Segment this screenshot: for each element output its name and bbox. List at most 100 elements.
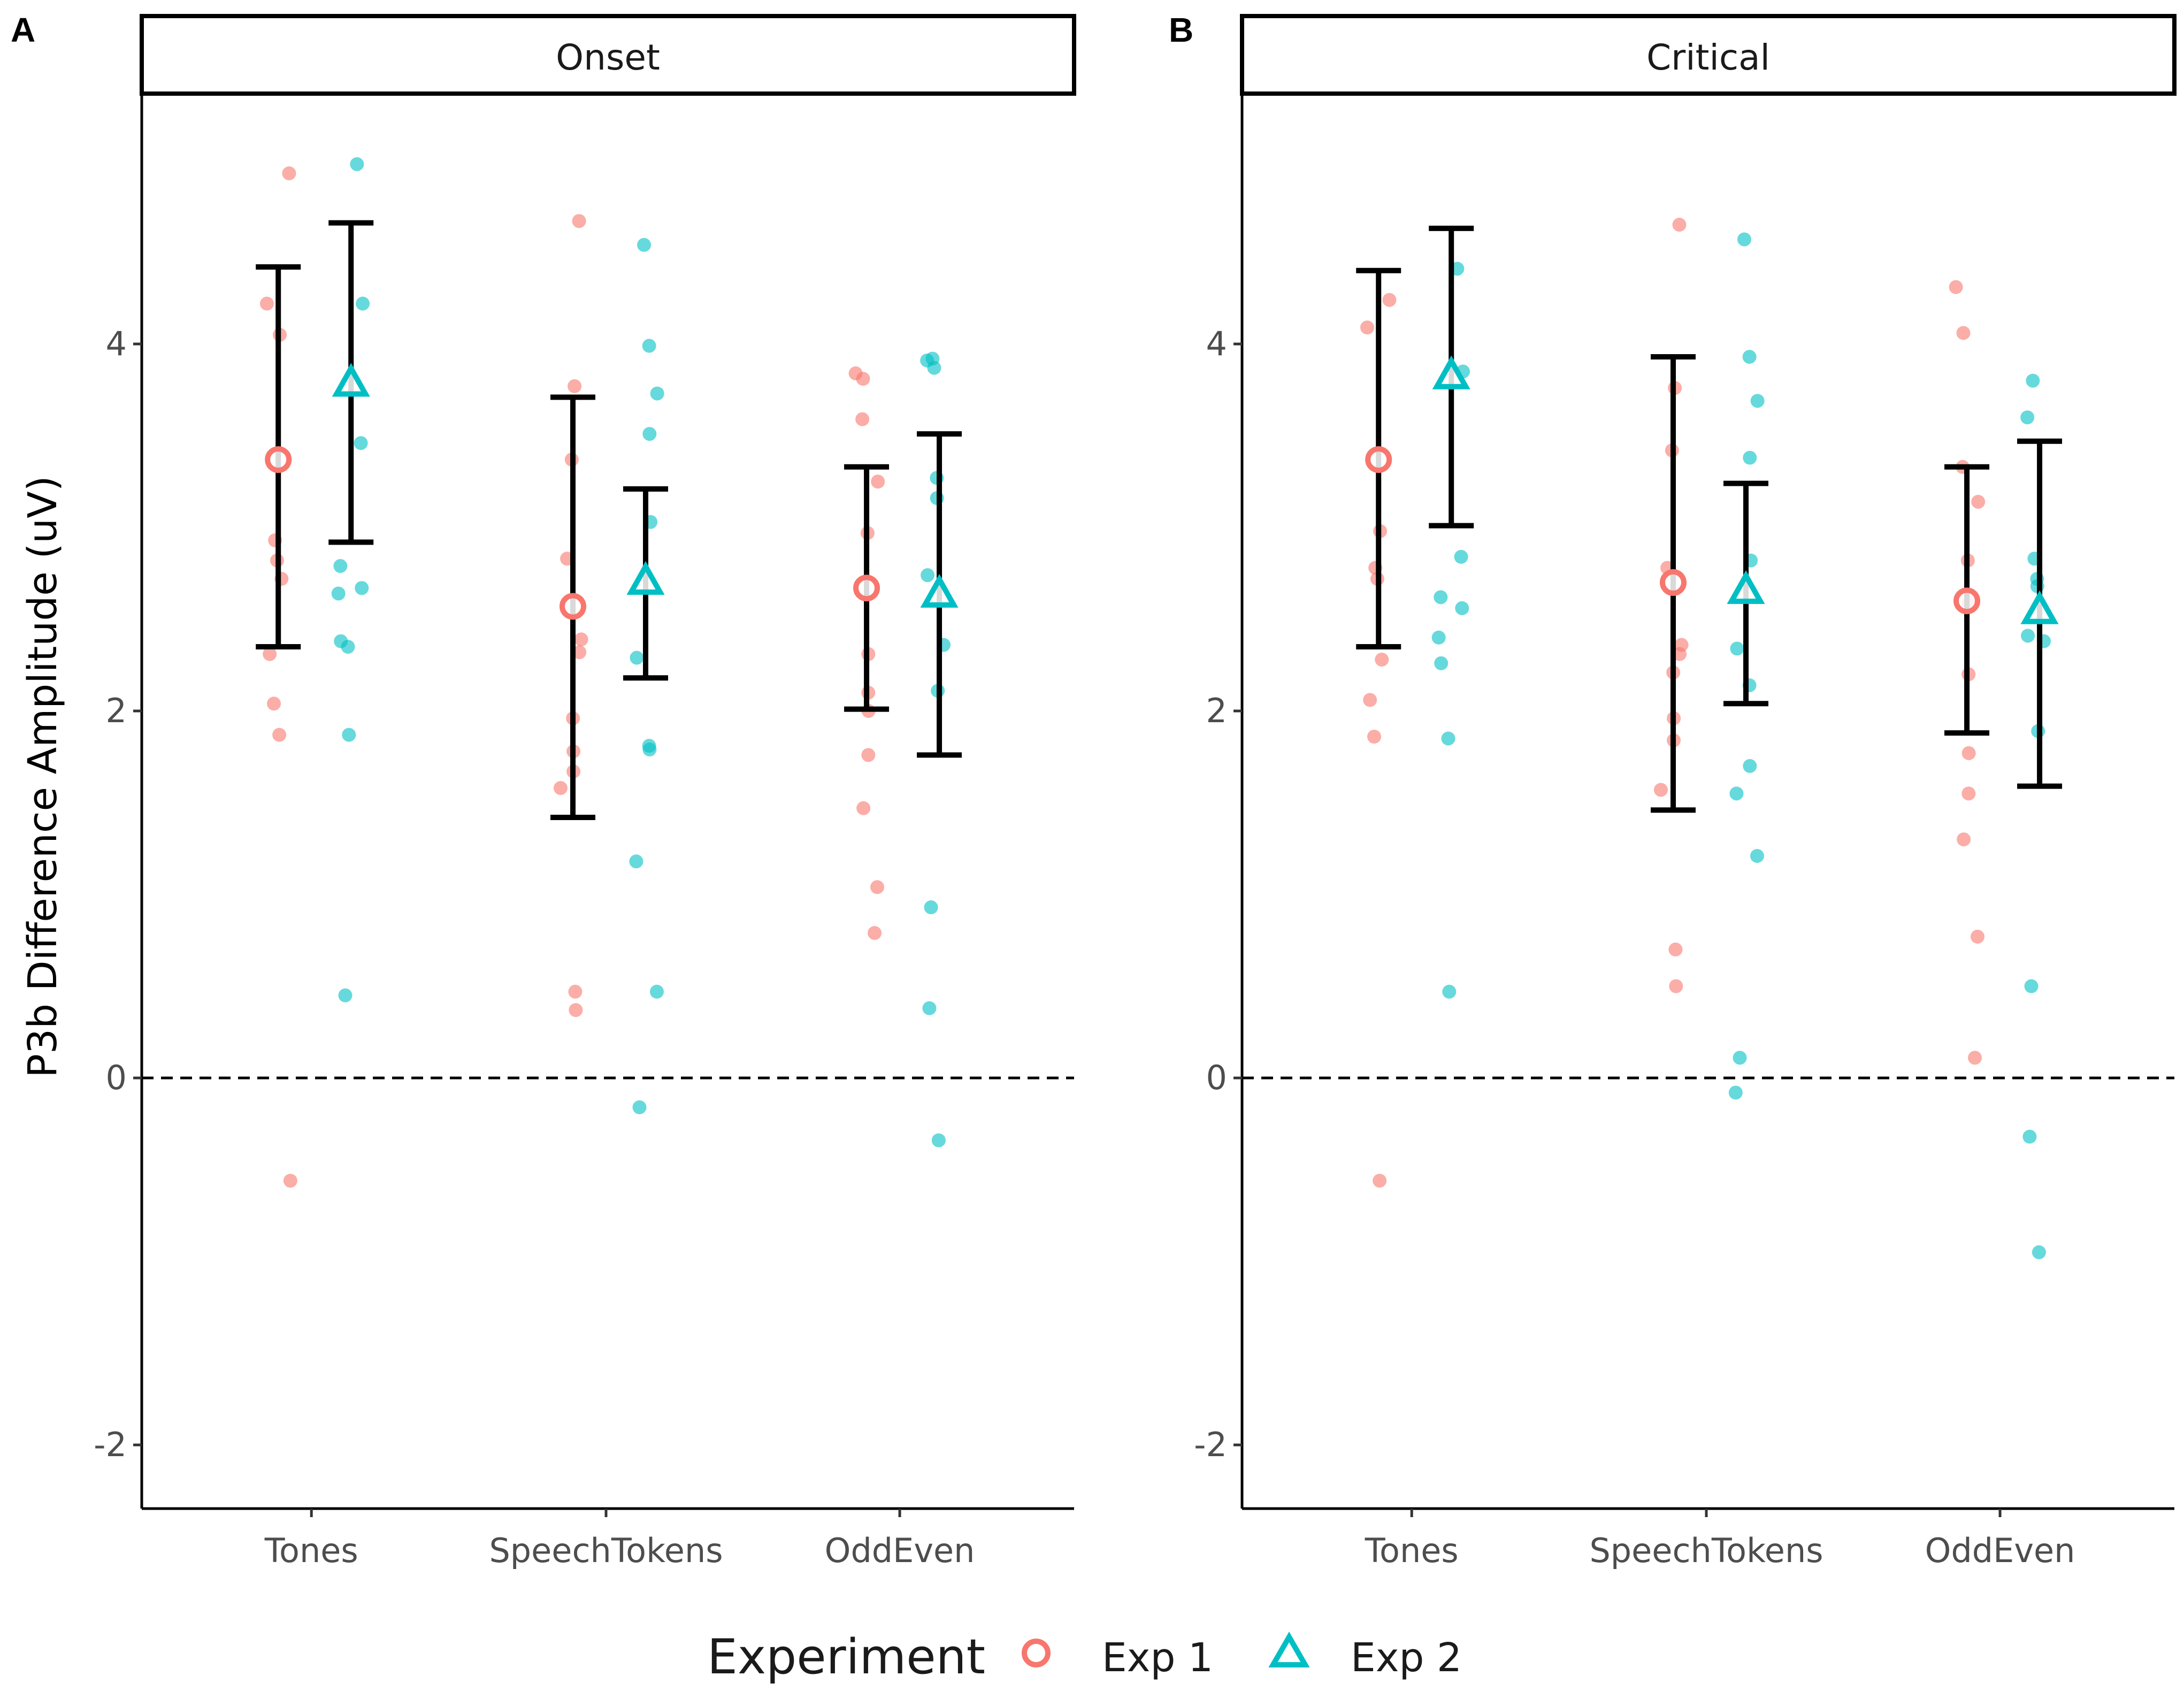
mean-marker-circle	[1953, 587, 1981, 615]
data-point	[1431, 630, 1446, 645]
data-point	[1968, 1051, 1982, 1065]
data-point	[2026, 373, 2040, 388]
x-tick-label: SpeechTokens	[1589, 1531, 1823, 1570]
mean-marker-triangle	[1727, 570, 1765, 605]
data-point	[861, 748, 876, 762]
data-point	[572, 214, 586, 228]
data-point	[1668, 942, 1683, 957]
data-point	[868, 926, 882, 940]
data-point	[1730, 641, 1744, 656]
data-point	[642, 743, 657, 757]
data-point	[856, 372, 870, 386]
data-point	[1750, 848, 1764, 863]
panel-a: A Onset -2 0 2 4 Tones SpeechTokens OddEven	[11, 11, 1076, 1570]
data-point	[856, 801, 871, 815]
data-point	[2022, 1129, 2037, 1144]
data-point	[553, 781, 568, 795]
panel-b: B Critical -2 0 2 4 Tones SpeechTokens OddEven	[1169, 11, 2177, 1570]
legend: Experiment Exp 1 Exp 2	[707, 1629, 1462, 1685]
data-point	[1672, 218, 1687, 232]
data-point	[1957, 832, 1971, 847]
mean-marker-triangle	[920, 573, 959, 608]
data-point	[333, 559, 348, 573]
data-point	[1961, 786, 1976, 801]
data-point	[341, 639, 355, 654]
x-tick-label: OddEven	[1925, 1531, 2075, 1570]
y-tick-label: 2	[106, 691, 127, 730]
mean-marker-triangle	[1432, 355, 1470, 389]
data-point	[1956, 326, 1971, 340]
data-point	[568, 984, 583, 999]
data-point	[355, 581, 369, 595]
data-point	[1737, 232, 1752, 247]
y-tick-label: -2	[94, 1425, 127, 1464]
data-point	[1949, 280, 1963, 294]
data-point	[2021, 629, 2035, 643]
data-point	[1971, 494, 1986, 509]
data-point	[1434, 590, 1448, 605]
legend-item-exp-1: Exp 1	[1022, 1635, 1213, 1681]
data-point	[2032, 1245, 2046, 1259]
data-point	[922, 1001, 937, 1015]
y-tick-label: 2	[1206, 691, 1227, 730]
data-point	[2024, 979, 2039, 993]
data-point	[1382, 293, 1397, 307]
legend-label-exp-2: Exp 2	[1351, 1635, 1462, 1681]
data-point	[1442, 984, 1457, 999]
data-point	[642, 427, 657, 441]
legend-triangle-marker	[1268, 1631, 1310, 1667]
data-point	[1742, 350, 1757, 364]
y-tick-label: 0	[1206, 1058, 1227, 1097]
data-point	[1367, 730, 1382, 744]
data-point	[272, 728, 287, 742]
data-point	[282, 166, 296, 181]
data-point	[259, 296, 274, 311]
data-point	[267, 697, 281, 711]
data-point	[642, 339, 656, 353]
data-point	[629, 854, 643, 869]
data-point	[1733, 1051, 1747, 1065]
data-point	[1743, 759, 1757, 773]
data-point	[350, 157, 364, 171]
data-point	[2020, 410, 2035, 425]
x-tick-label: OddEven	[825, 1531, 975, 1570]
mean-marker-circle	[1365, 446, 1392, 473]
data-point	[356, 296, 370, 311]
data-point	[338, 988, 352, 1003]
mean-marker-circle	[1660, 569, 1687, 596]
data-point	[1375, 652, 1389, 667]
y-tick-label: 4	[106, 324, 127, 363]
data-point	[632, 1100, 647, 1114]
data-point	[331, 586, 346, 601]
legend-label-exp-1: Exp 1	[1102, 1635, 1213, 1681]
data-point	[1363, 693, 1377, 707]
legend-item-exp-2: Exp 2	[1268, 1631, 1462, 1681]
data-point	[1434, 656, 1449, 670]
data-point	[1441, 731, 1455, 746]
data-point	[568, 379, 582, 393]
x-tick-label: SpeechTokens	[489, 1531, 723, 1570]
mean-marker-triangle	[626, 561, 665, 595]
mean-marker-triangle	[2020, 590, 2059, 624]
data-point	[650, 386, 664, 401]
data-point	[1971, 929, 1985, 944]
facet-strip	[1240, 14, 2177, 96]
data-point	[1729, 786, 1744, 801]
data-point	[1673, 647, 1687, 661]
data-point	[1653, 783, 1668, 797]
data-point	[927, 361, 941, 375]
data-point	[263, 647, 277, 661]
data-point	[1669, 979, 1683, 993]
data-point	[1360, 320, 1374, 335]
data-point	[574, 632, 588, 647]
data-point	[1373, 1174, 1387, 1188]
data-point	[630, 651, 644, 665]
data-point	[1961, 746, 1976, 760]
data-point	[569, 1003, 583, 1017]
data-point	[1750, 394, 1765, 408]
data-point	[572, 645, 587, 660]
x-tick-label: Tones	[1365, 1531, 1459, 1570]
mean-marker-circle	[265, 446, 292, 473]
data-point	[855, 412, 870, 426]
